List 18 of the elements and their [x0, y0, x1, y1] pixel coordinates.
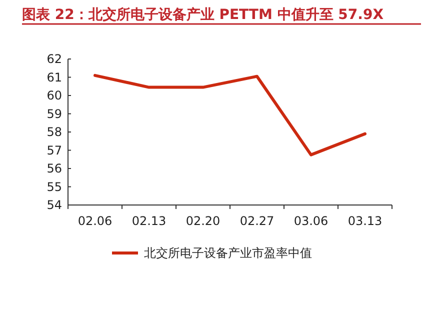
y-tick-label: 62	[46, 52, 62, 66]
y-tick-label: 56	[46, 162, 62, 176]
y-tick-label: 58	[46, 125, 62, 140]
y-tick-label: 55	[46, 180, 62, 194]
x-tick-label: 02.20	[186, 214, 220, 228]
x-tick-label: 03.06	[294, 214, 328, 228]
y-tick-label: 54	[46, 198, 62, 212]
x-tick-label: 02.06	[78, 214, 112, 228]
x-tick-label: 02.27	[240, 214, 274, 228]
x-tick-label: 02.13	[132, 214, 166, 228]
y-tick-label: 57	[46, 143, 62, 158]
y-tick-label: 59	[46, 106, 62, 121]
y-tick-label: 60	[46, 88, 62, 103]
chart-title: 图表 22：北交所电子设备产业 PETTM 中值升至 57.9X	[22, 6, 384, 23]
y-tick-label: 61	[46, 70, 62, 84]
line-series	[94, 74, 366, 156]
legend-label: 北交所电子设备产业市盈率中值	[144, 246, 312, 260]
x-tick-label: 03.13	[348, 214, 382, 228]
